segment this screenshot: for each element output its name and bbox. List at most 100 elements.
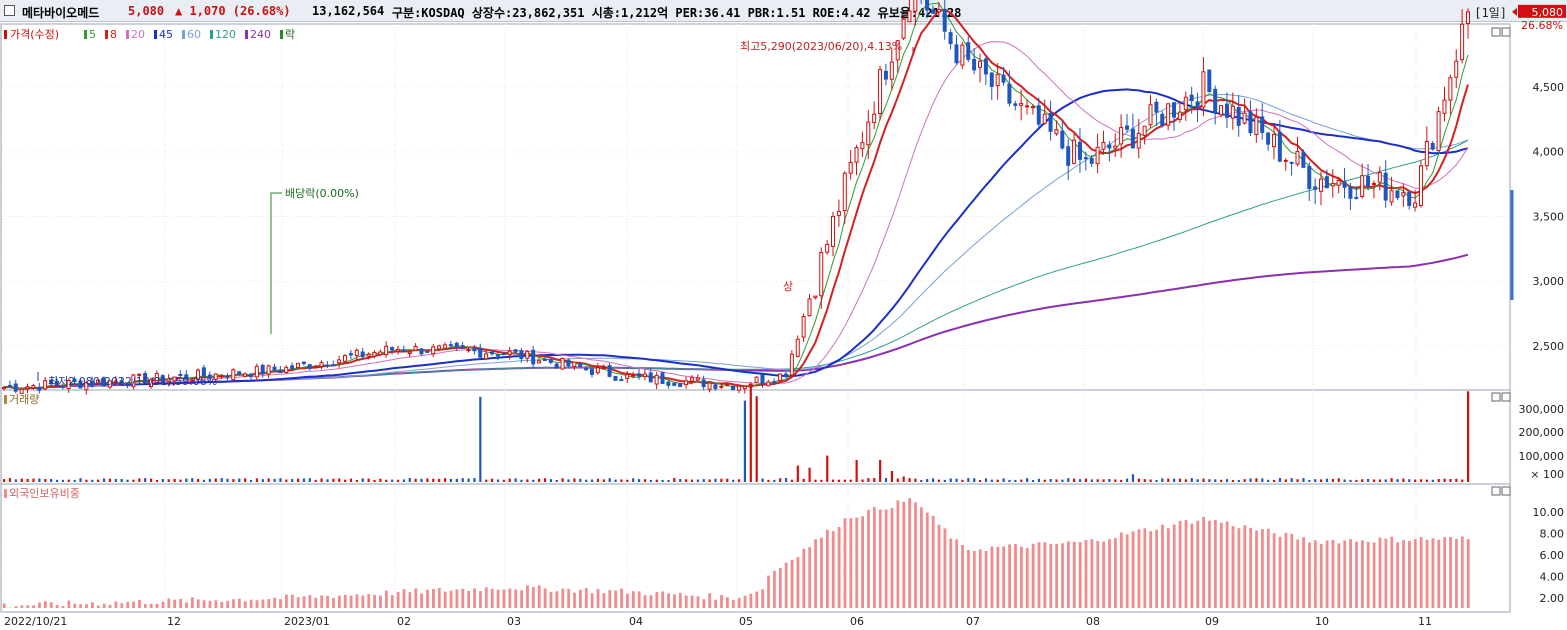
foreign-bar xyxy=(367,593,371,608)
foreign-bar xyxy=(149,603,153,608)
volume-bar xyxy=(1390,478,1393,482)
volume-bar xyxy=(391,479,394,482)
period-selector[interactable]: [1일] xyxy=(1474,6,1507,20)
foreign-bar xyxy=(790,559,794,608)
candle-body xyxy=(883,70,888,80)
candle-body xyxy=(519,350,524,360)
volume-bar xyxy=(20,478,23,482)
foreign-bar xyxy=(1066,541,1070,608)
foreign-bar xyxy=(914,502,917,608)
legend-ma-8: 8 xyxy=(110,28,117,41)
legend-ma-marker xyxy=(84,30,87,39)
candle-body xyxy=(319,362,324,367)
volume-bar xyxy=(508,478,511,482)
volume-panel xyxy=(0,389,1511,485)
volume-bar xyxy=(526,479,529,482)
foreign-bar xyxy=(531,586,535,608)
foreign-bar xyxy=(67,600,71,608)
volume-bar xyxy=(761,478,764,482)
candle-body xyxy=(213,373,218,380)
candle-body xyxy=(1219,105,1224,116)
candle-body xyxy=(866,121,871,146)
candle-body xyxy=(836,211,841,216)
volume-bar xyxy=(344,479,347,482)
volume-bar xyxy=(449,478,453,482)
candle-body xyxy=(1348,186,1353,199)
foreign-bar xyxy=(655,592,659,608)
foreign-bar xyxy=(455,589,459,608)
candle-body xyxy=(760,374,765,385)
volume-bar xyxy=(1378,479,1382,482)
foreign-bar xyxy=(120,603,124,608)
candle-body xyxy=(513,349,518,353)
volume-bar xyxy=(979,479,982,482)
volume-bar xyxy=(808,467,811,482)
candle-body xyxy=(301,361,306,365)
volume-bar xyxy=(1108,479,1111,482)
foreign-bar xyxy=(220,602,224,608)
legend-ma-marker xyxy=(126,30,129,39)
volume-bar xyxy=(884,478,888,482)
candle-body xyxy=(248,373,253,378)
candle-body xyxy=(184,374,189,380)
foreign-bar xyxy=(1237,528,1241,608)
foreign-bar xyxy=(437,588,441,608)
foreign-bar xyxy=(1349,539,1353,608)
stock-price: 5,080 xyxy=(128,4,165,18)
volume-bar xyxy=(949,478,952,482)
volume-bar xyxy=(837,479,841,482)
volume-bar xyxy=(1367,478,1370,482)
volume-bar xyxy=(685,479,688,482)
candle-body xyxy=(554,363,559,369)
foreign-bar xyxy=(949,538,953,608)
candle-body xyxy=(143,373,148,385)
volume-bar xyxy=(673,478,676,482)
volume-bar xyxy=(1425,479,1429,482)
foreign-bar xyxy=(502,589,506,608)
x-tick-label: 03 xyxy=(507,615,521,628)
candle-body xyxy=(1295,151,1300,165)
candle-body xyxy=(983,58,988,75)
candle-body xyxy=(154,373,159,383)
candle-body xyxy=(1072,139,1077,164)
legend-ma-marker xyxy=(245,30,248,39)
foreign-bar xyxy=(273,597,277,608)
foreign-bar xyxy=(1266,528,1270,608)
candle-body xyxy=(225,375,230,379)
foreign-bar xyxy=(1090,539,1094,608)
candle-body xyxy=(1007,83,1012,104)
candle-body xyxy=(66,379,71,390)
foreign-bar xyxy=(1425,539,1429,608)
foreign-bar xyxy=(890,507,894,608)
volume-bar xyxy=(720,478,723,482)
volume-bar xyxy=(784,478,788,482)
volume-bar xyxy=(138,478,141,482)
candle-body xyxy=(525,351,530,359)
volume-bar xyxy=(1267,479,1270,482)
candle-body xyxy=(578,363,583,368)
foreign-bar xyxy=(155,603,159,608)
volume-bar xyxy=(1443,478,1446,482)
candle-body xyxy=(1030,106,1035,109)
x-tick-label: 05 xyxy=(739,615,753,628)
candle-body xyxy=(942,8,947,32)
volume-bar xyxy=(249,479,253,482)
candle-body xyxy=(348,353,353,356)
candle-body xyxy=(378,351,383,356)
candle-body xyxy=(672,382,677,386)
volume-bar xyxy=(520,479,523,482)
volume-bar xyxy=(279,478,282,482)
foreign-bar xyxy=(1313,540,1317,608)
candle-body xyxy=(719,385,724,388)
volume-bar xyxy=(208,479,211,482)
volume-bar xyxy=(990,479,993,482)
candle-body xyxy=(625,374,630,379)
select-checkbox[interactable] xyxy=(4,5,15,16)
candle-body xyxy=(736,385,741,391)
volume-bar xyxy=(385,479,388,482)
foreign-bar xyxy=(578,589,582,608)
foreign-bar xyxy=(1084,539,1088,608)
candle-body xyxy=(1166,103,1171,126)
candle-body xyxy=(901,18,906,39)
foreign-bar xyxy=(1166,528,1170,608)
